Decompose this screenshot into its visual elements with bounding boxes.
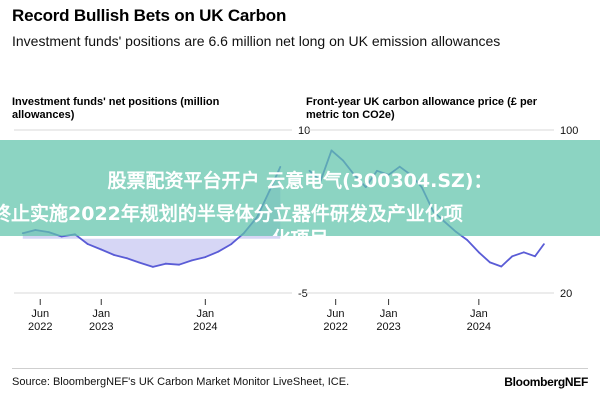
watermark-banner: 股票配资平台开户 云意电气(300304.SZ)： 终止实施2022年规划的半导…: [0, 140, 600, 236]
data-point: [126, 257, 128, 260]
y-tick-label: 20: [560, 288, 572, 300]
x-tick-label-line: 2022: [28, 321, 52, 333]
watermark-line-3: 化项目: [0, 224, 600, 236]
watermark-line-2: 终止实施2022年规划的半导体分立器件研发及产业化项: [0, 203, 463, 225]
data-point: [164, 262, 167, 265]
data-point: [522, 251, 525, 254]
x-tick-label: Jun 2022: [323, 308, 347, 333]
data-point: [500, 265, 503, 268]
data-point: [543, 243, 545, 246]
data-point: [511, 255, 514, 258]
x-tick-label-line: 2022: [323, 321, 347, 333]
x-tick-label-line: Jan: [470, 308, 488, 320]
x-tick-label-line: Jan: [196, 308, 214, 320]
source-note: Source: BloombergNEF's UK Carbon Market …: [12, 376, 350, 388]
data-point: [86, 243, 89, 246]
data-point: [178, 263, 181, 266]
series-area: [22, 166, 281, 267]
x-tick-label-line: 2024: [467, 321, 491, 333]
x-tick-label-line: 2023: [376, 321, 400, 333]
x-tick-label: Jan 2024: [193, 308, 217, 333]
x-tick-label-line: 2023: [89, 321, 113, 333]
watermark-line-1: 股票配资平台开户 云意电气(300304.SZ)：: [107, 170, 493, 192]
data-point: [152, 266, 154, 268]
data-point: [466, 239, 469, 241]
x-tick-label: Jan 2024: [467, 308, 491, 333]
data-point: [489, 261, 491, 264]
data-point: [230, 243, 233, 246]
data-point: [100, 248, 103, 251]
y-tick-label: -5: [298, 288, 308, 300]
data-point: [217, 250, 220, 253]
x-tick-label-line: Jan: [380, 308, 398, 320]
panel-1-title: Investment funds' net positions (million…: [12, 96, 220, 121]
data-point: [138, 261, 141, 264]
chart-title: Record Bullish Bets on UK Carbon: [12, 6, 287, 25]
x-tick-label: Jan 2023: [89, 308, 113, 333]
x-tick-label: Jan 2023: [376, 308, 400, 333]
x-tick-label-line: Jun: [327, 308, 345, 320]
panel-2-title: Front-year UK carbon allowance price (£ …: [306, 96, 538, 121]
x-tick-label: Jun 2022: [28, 308, 52, 333]
x-tick-label-line: Jan: [92, 308, 110, 320]
x-tick-label-line: Jun: [31, 308, 49, 320]
data-point: [60, 235, 63, 238]
data-point: [477, 251, 480, 254]
data-point: [534, 255, 536, 258]
x-tick-label-line: 2024: [193, 321, 217, 333]
data-point: [191, 259, 193, 262]
y-tick-label: 100: [560, 125, 578, 137]
brand-logo: BloombergNEF: [504, 375, 588, 389]
chart-subtitle: Investment funds' positions are 6.6 mill…: [12, 33, 501, 49]
y-tick-label: 10: [298, 125, 310, 137]
data-point: [113, 254, 115, 256]
footer-divider: [12, 368, 588, 369]
data-point: [204, 256, 207, 258]
